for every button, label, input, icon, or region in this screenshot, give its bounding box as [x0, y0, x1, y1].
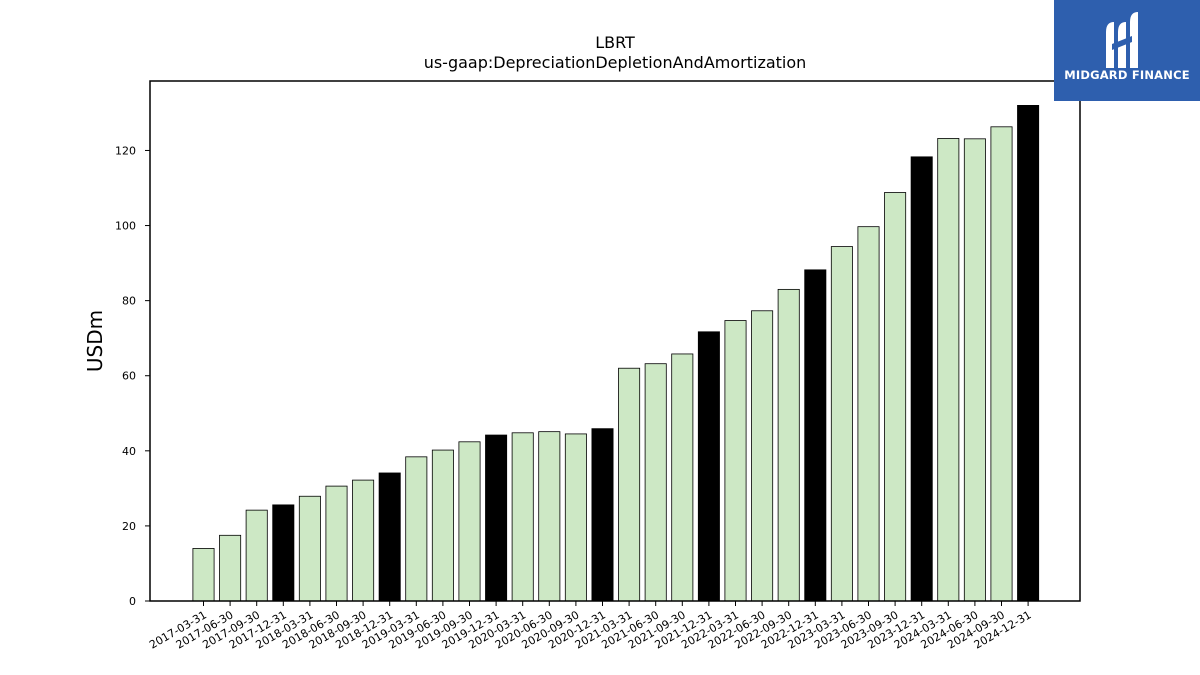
y-tick-label: 120 [115, 144, 136, 157]
bar-2024-12-31 [1017, 105, 1040, 602]
bar-2022-12-31 [804, 269, 827, 602]
bar-2021-03-31 [618, 367, 641, 602]
bar-2017-12-31 [272, 504, 295, 602]
bar-2022-09-30 [777, 288, 800, 602]
bar-2020-12-31 [591, 428, 614, 602]
y-axis-label: USDm [83, 310, 107, 372]
bar-2023-12-31 [910, 156, 933, 602]
bar-2022-03-31 [724, 320, 747, 602]
bar-2018-03-31 [298, 495, 321, 602]
bar-2018-06-30 [325, 485, 348, 602]
logo-text: MIDGARD FINANCE [1064, 68, 1190, 82]
chart-title: LBRT [595, 33, 635, 52]
bar-2018-09-30 [352, 479, 375, 602]
bar-2020-03-31 [511, 432, 534, 602]
bar-2019-06-30 [431, 449, 454, 602]
y-axis-ticks: 0 20 40 60 80 100 120 [115, 144, 150, 608]
bar-2019-03-31 [405, 456, 428, 602]
bar-2017-03-31 [192, 548, 215, 602]
bar-2020-09-30 [564, 433, 587, 602]
bars-group [192, 105, 1040, 602]
bar-2019-12-31 [485, 434, 508, 602]
bar-2024-06-30 [963, 138, 986, 602]
plot-area-frame [149, 80, 1081, 602]
bar-2019-09-30 [458, 441, 481, 602]
bar-2021-09-30 [671, 353, 694, 602]
bar-2023-03-31 [830, 246, 853, 602]
bar-2023-09-30 [884, 192, 907, 602]
y-tick-label: 0 [129, 595, 136, 608]
y-tick-label: 60 [122, 370, 136, 383]
bar-2024-03-31 [937, 138, 960, 602]
bar-2017-06-30 [219, 534, 242, 602]
bar-2021-06-30 [644, 363, 667, 602]
y-tick-label: 100 [115, 220, 136, 233]
midgard-logo-icon [1106, 12, 1138, 68]
bar-2021-12-31 [697, 331, 720, 602]
midgard-finance-logo: MIDGARD FINANCE [1054, 0, 1200, 101]
y-tick-label: 40 [122, 445, 136, 458]
bar-2017-09-30 [245, 509, 268, 602]
x-axis-ticks: 2017-03-312017-06-302017-09-302017-12-31… [147, 601, 1034, 652]
bar-2018-12-31 [378, 472, 401, 602]
bar-2022-06-30 [751, 310, 774, 602]
chart-subtitle: us-gaap:DepreciationDepletionAndAmortiza… [424, 53, 807, 72]
bar-2024-09-30 [990, 126, 1013, 602]
y-tick-label: 20 [122, 520, 136, 533]
bar-2020-06-30 [538, 431, 561, 602]
y-tick-label: 80 [122, 295, 136, 308]
bar-2023-06-30 [857, 226, 880, 602]
